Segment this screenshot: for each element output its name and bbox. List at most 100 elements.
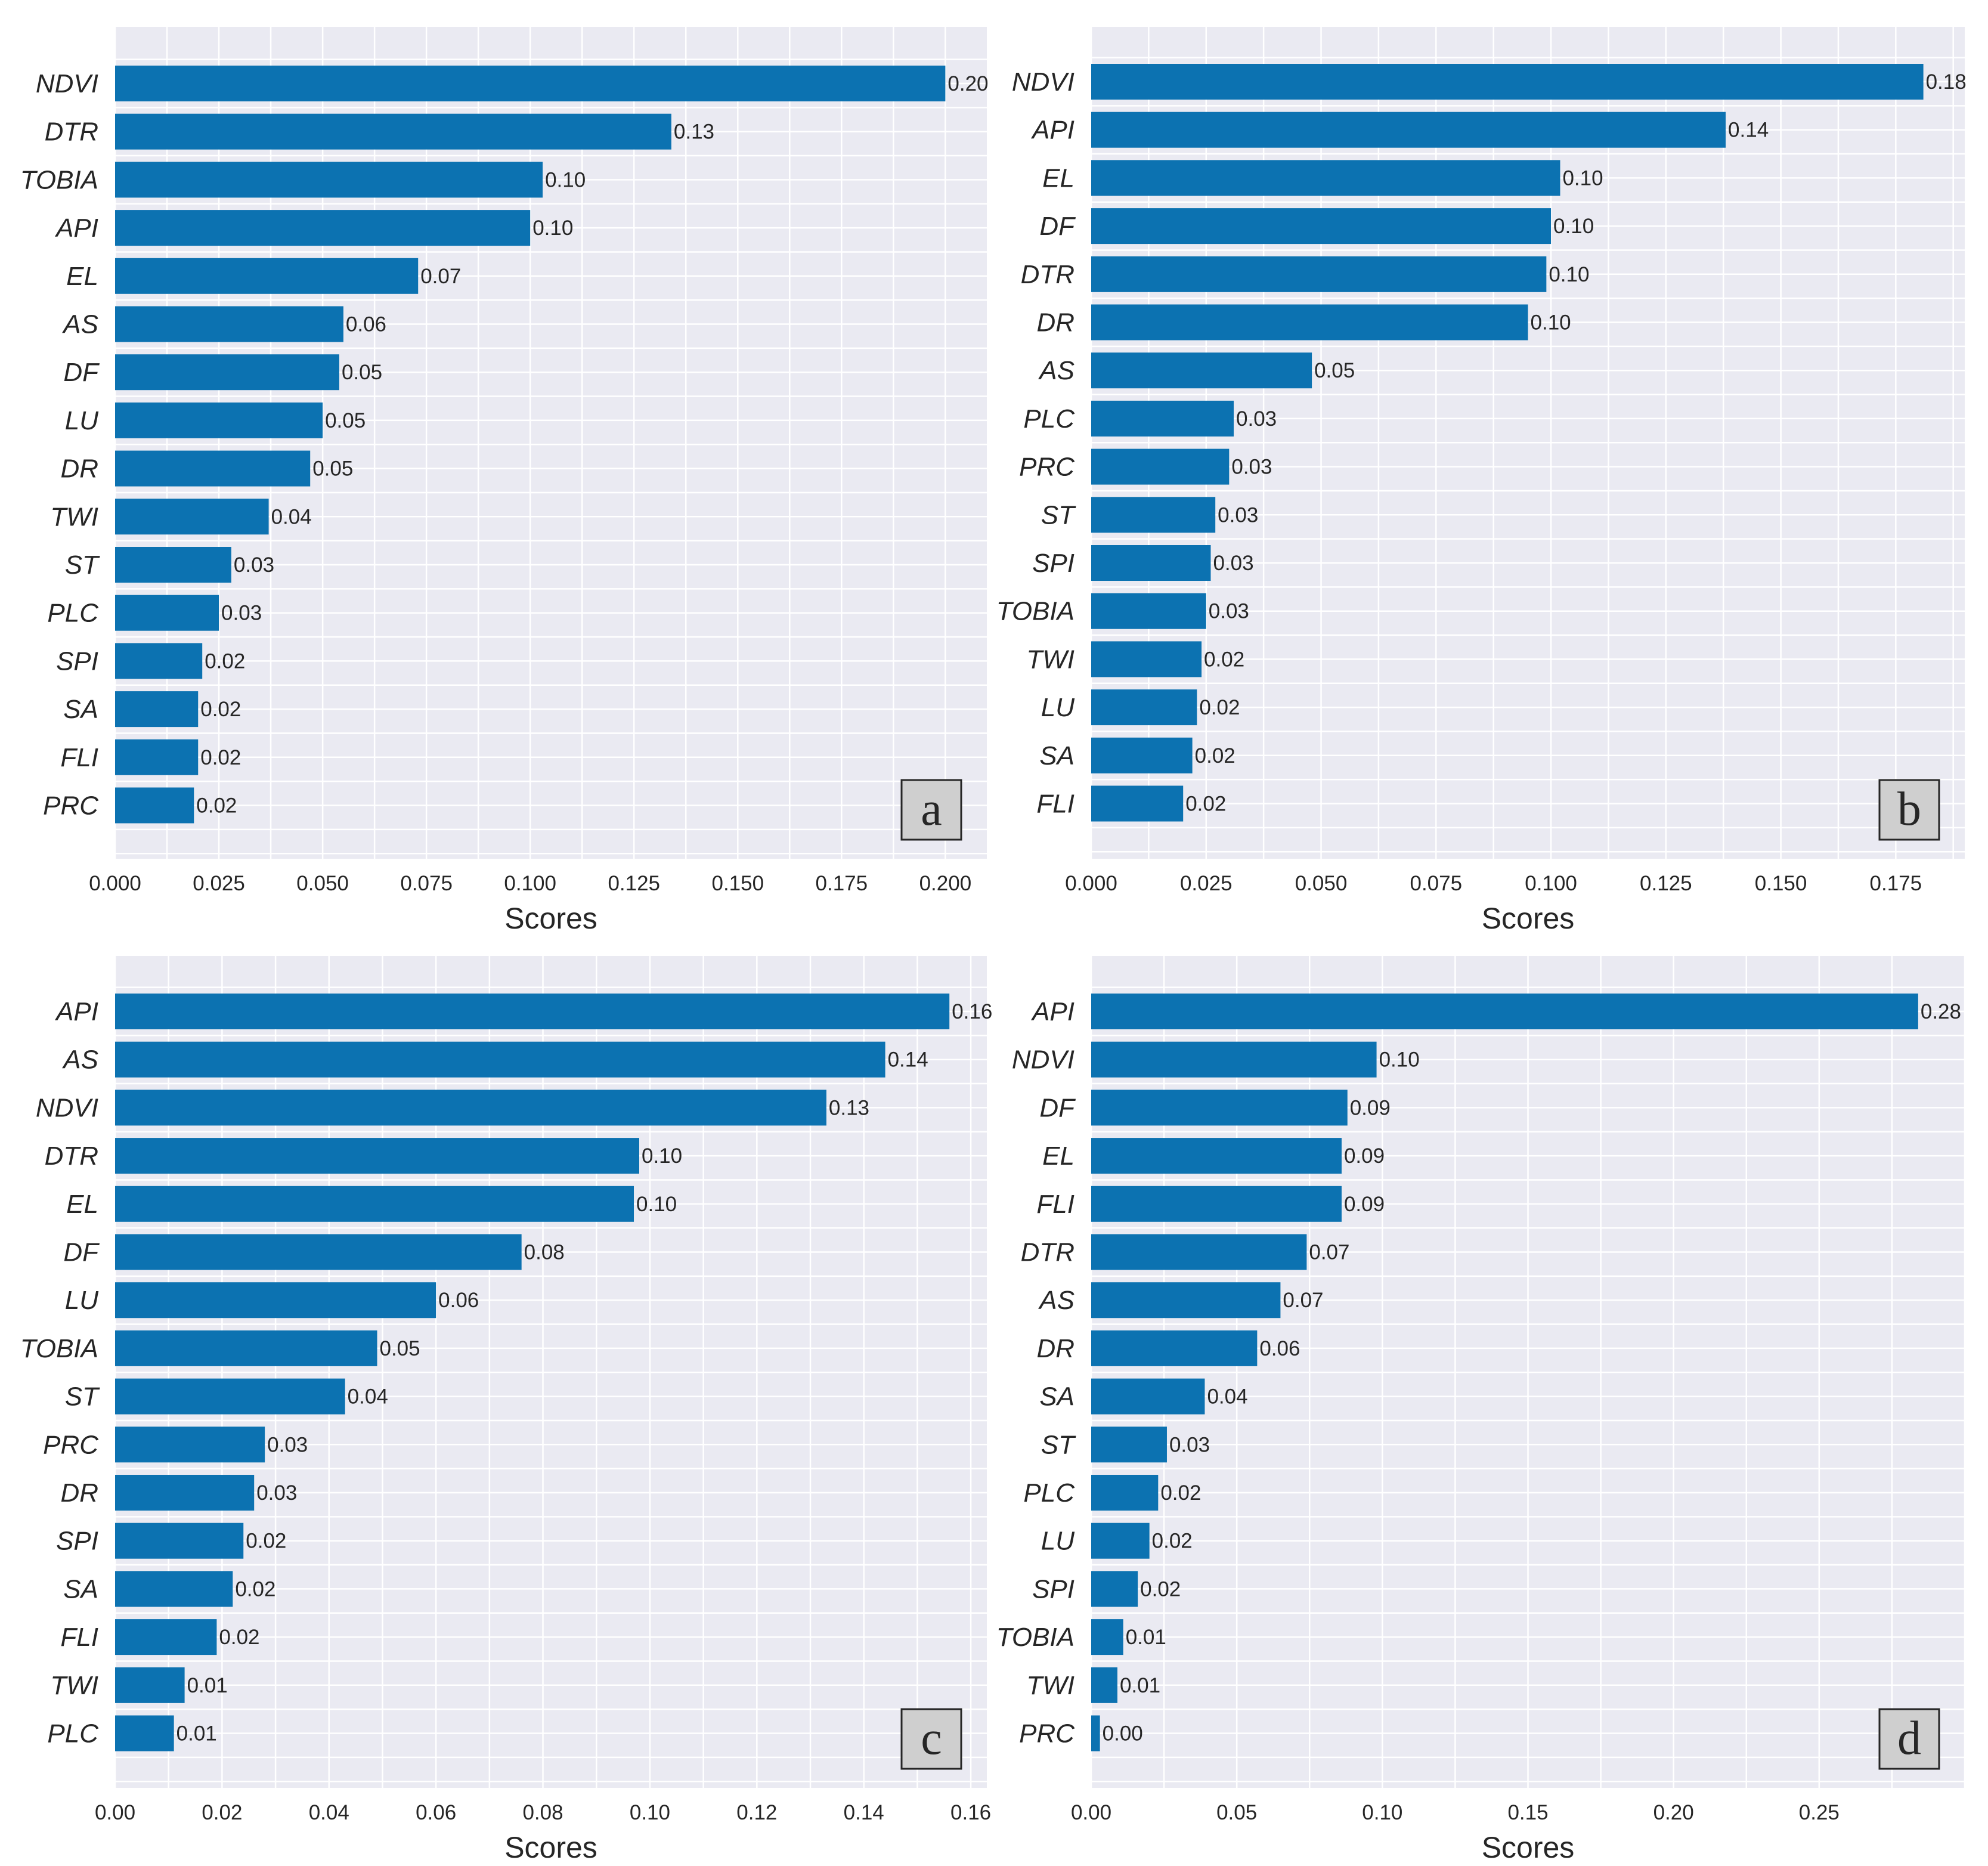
bar-plc: [115, 1715, 174, 1751]
bar-st: [115, 547, 231, 583]
category-label: SA: [63, 1574, 98, 1604]
category-label: PLC: [1023, 404, 1075, 434]
value-label: 0.02: [219, 1626, 259, 1649]
bar-api: [1091, 994, 1918, 1029]
x-tick-label: 0.175: [1870, 872, 1922, 895]
value-label: 0.16: [952, 1000, 992, 1023]
x-tick-label: 0.12: [736, 1801, 777, 1824]
x-tick-label: 0.04: [309, 1801, 349, 1824]
category-label: EL: [66, 262, 98, 291]
bar-dr: [1091, 304, 1528, 341]
x-tick-label: 0.02: [202, 1801, 242, 1824]
value-label: 0.13: [829, 1096, 869, 1119]
category-label: PLC: [1023, 1478, 1075, 1508]
x-tick-label: 0.14: [844, 1801, 884, 1824]
bar-spi: [115, 643, 203, 679]
x-tick-label: 0.08: [522, 1801, 563, 1824]
value-label: 0.03: [256, 1481, 297, 1505]
panel-label: d: [1897, 1712, 1921, 1765]
category-label: PRC: [43, 791, 99, 821]
bar-plc: [1091, 400, 1234, 437]
bar-tobia: [1091, 593, 1206, 629]
panel-label-box: [1878, 1708, 1940, 1770]
category-label: DTR: [1021, 260, 1074, 289]
bar-as: [115, 1041, 885, 1078]
bar-fli: [115, 739, 199, 775]
value-label: 0.03: [1218, 503, 1258, 527]
x-tick-label: 0.100: [504, 872, 556, 895]
bar-plc: [115, 595, 219, 631]
category-label: SPI: [1032, 1574, 1074, 1604]
x-tick-label: 0.20: [1653, 1801, 1694, 1824]
bar-api: [115, 994, 950, 1029]
x-tick-label: 0.075: [400, 872, 453, 895]
value-label: 0.06: [1259, 1337, 1300, 1360]
value-label: 0.03: [1231, 456, 1272, 479]
x-tick-label: 0.05: [1216, 1801, 1257, 1824]
bar-twi: [1091, 1667, 1117, 1703]
x-axis-title: Scores: [504, 1831, 597, 1864]
category-label: DF: [63, 1238, 100, 1267]
bar-as: [115, 306, 343, 342]
x-axis-title: Scores: [1482, 1831, 1575, 1864]
category-label: TOBIA: [20, 165, 98, 194]
x-tick-label: 0.025: [193, 872, 245, 895]
value-label: 0.05: [325, 409, 366, 432]
x-tick-label: 0.025: [1180, 872, 1233, 895]
value-label: 0.10: [545, 168, 586, 191]
value-label: 0.10: [642, 1144, 682, 1168]
bar-df: [1091, 1090, 1348, 1126]
category-label: TWI: [1026, 645, 1074, 674]
bar-twi: [115, 499, 269, 535]
bar-st: [1091, 497, 1216, 533]
bar-dtr: [1091, 1234, 1307, 1270]
value-label: 0.05: [312, 457, 353, 481]
category-label: TWI: [50, 1671, 98, 1700]
value-label: 0.10: [636, 1193, 677, 1216]
category-label: SA: [63, 695, 98, 724]
value-label: 0.10: [1553, 215, 1594, 238]
bar-ndvi: [115, 1090, 826, 1126]
value-label: 0.02: [1152, 1530, 1193, 1553]
category-label: API: [54, 213, 98, 243]
panel-d: API 0.28 NDVI 0.10 DF 0.09 EL 0.09 FLI 0.09 DTR 0.0…: [996, 956, 1966, 1864]
category-label: AS: [1038, 1286, 1074, 1315]
category-label: FLI: [1036, 1190, 1074, 1219]
x-tick-label: 0.00: [1071, 1801, 1111, 1824]
category-label: SPI: [56, 1527, 98, 1556]
bar-dr: [1091, 1330, 1258, 1366]
category-label: TOBIA: [996, 597, 1074, 626]
category-label: PLC: [47, 599, 99, 628]
x-tick-label: 0.050: [296, 872, 349, 895]
panel-a: NDVI 0.20 DTR 0.13 TOBIA 0.10 API 0.10 EL 0.07 AS 0…: [20, 27, 989, 935]
category-label: DR: [1036, 308, 1074, 338]
bar-spi: [115, 1522, 244, 1559]
x-tick-label: 0.100: [1525, 872, 1577, 895]
category-label: DF: [1039, 212, 1076, 241]
category-label: ST: [1041, 1430, 1076, 1459]
value-label: 0.01: [176, 1722, 217, 1746]
value-label: 0.03: [1236, 407, 1277, 431]
value-label: 0.06: [346, 313, 386, 336]
plot-background: [115, 27, 987, 859]
category-label: NDVI: [1012, 67, 1074, 97]
x-tick-label: 0.10: [630, 1801, 670, 1824]
value-label: 0.05: [1314, 359, 1355, 382]
category-label: DR: [60, 454, 98, 484]
bar-spi: [1091, 1571, 1138, 1607]
bar-fli: [115, 1619, 217, 1655]
value-label: 0.01: [1120, 1674, 1160, 1697]
panel-label: c: [921, 1712, 942, 1765]
category-label: LU: [1041, 693, 1074, 722]
bar-twi: [1091, 641, 1202, 677]
bar-prc: [1091, 448, 1230, 485]
x-tick-label: 0.150: [711, 872, 764, 895]
value-label: 0.10: [1549, 263, 1589, 286]
category-label: AS: [61, 1045, 98, 1075]
value-label: 0.13: [674, 120, 714, 144]
category-label: LU: [65, 1286, 98, 1315]
x-tick-label: 0.10: [1362, 1801, 1402, 1824]
bar-tobia: [1091, 1619, 1123, 1655]
value-label: 0.03: [1169, 1433, 1210, 1456]
x-tick-label: 0.175: [816, 872, 868, 895]
